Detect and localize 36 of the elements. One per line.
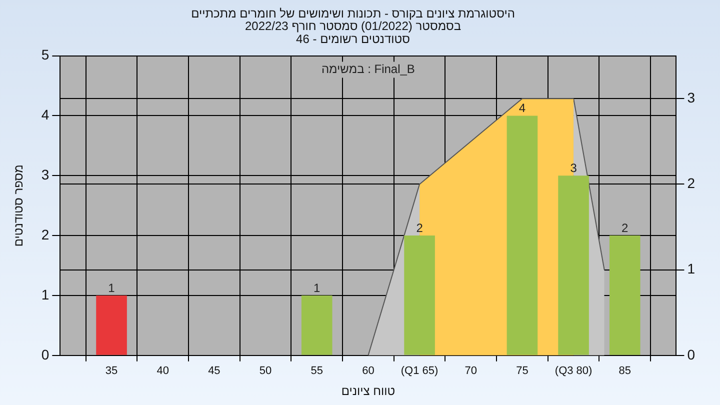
x-tick-label: 35: [105, 365, 118, 378]
bar: [609, 236, 640, 355]
y-tick-label: 0: [41, 346, 50, 362]
y2-tick-label: 3: [687, 89, 696, 106]
data-label: 1: [108, 280, 116, 295]
bar: [96, 295, 127, 355]
chart-subtitle: בסמסטר (01/2022) סמסטר חורף 2022/23 סטודנטים רשומים - 46: [244, 19, 462, 46]
x-tick-label: 50: [259, 365, 272, 378]
x-axis-title: טווח ציונים: [341, 384, 396, 398]
y2-tick-label: 0: [687, 346, 696, 362]
x-tick-label: 70: [464, 365, 477, 378]
y-tick-label: 4: [41, 106, 50, 123]
x-tick-label: 40: [156, 365, 169, 378]
x-tick-label: 55: [310, 365, 323, 378]
annotation: במשימה : Final_B: [321, 62, 415, 76]
y-tick-label: 5: [41, 46, 50, 63]
data-label: 4: [518, 101, 526, 116]
data-label: 2: [416, 220, 424, 235]
x-tick-label: (Q1 65): [400, 365, 438, 378]
x-tick-label: 85: [618, 365, 632, 378]
x-tick-label: 60: [362, 365, 374, 378]
x-tick-label: 45: [208, 365, 220, 378]
y-tick-label: 1: [41, 286, 50, 302]
chart-title: היסטוגרמת ציונים בקורס - תכונות ושימושים של חומרים מתכתיים: [191, 6, 515, 21]
bar: [301, 295, 332, 355]
y-tick-label: 3: [41, 166, 50, 182]
data-label: 1: [314, 280, 321, 295]
x-tick-label: 75: [516, 365, 528, 378]
y-tick-label: 2: [41, 226, 50, 242]
bar: [506, 116, 538, 355]
y2-tick-label: 2: [687, 175, 696, 192]
data-label: 2: [622, 220, 629, 235]
data-label: 3: [570, 160, 578, 175]
x-tick-label: (Q3 80): [554, 365, 592, 378]
y-axis-title: מספר סטודנטים: [12, 164, 26, 247]
y2-tick-label: 1: [687, 260, 696, 277]
